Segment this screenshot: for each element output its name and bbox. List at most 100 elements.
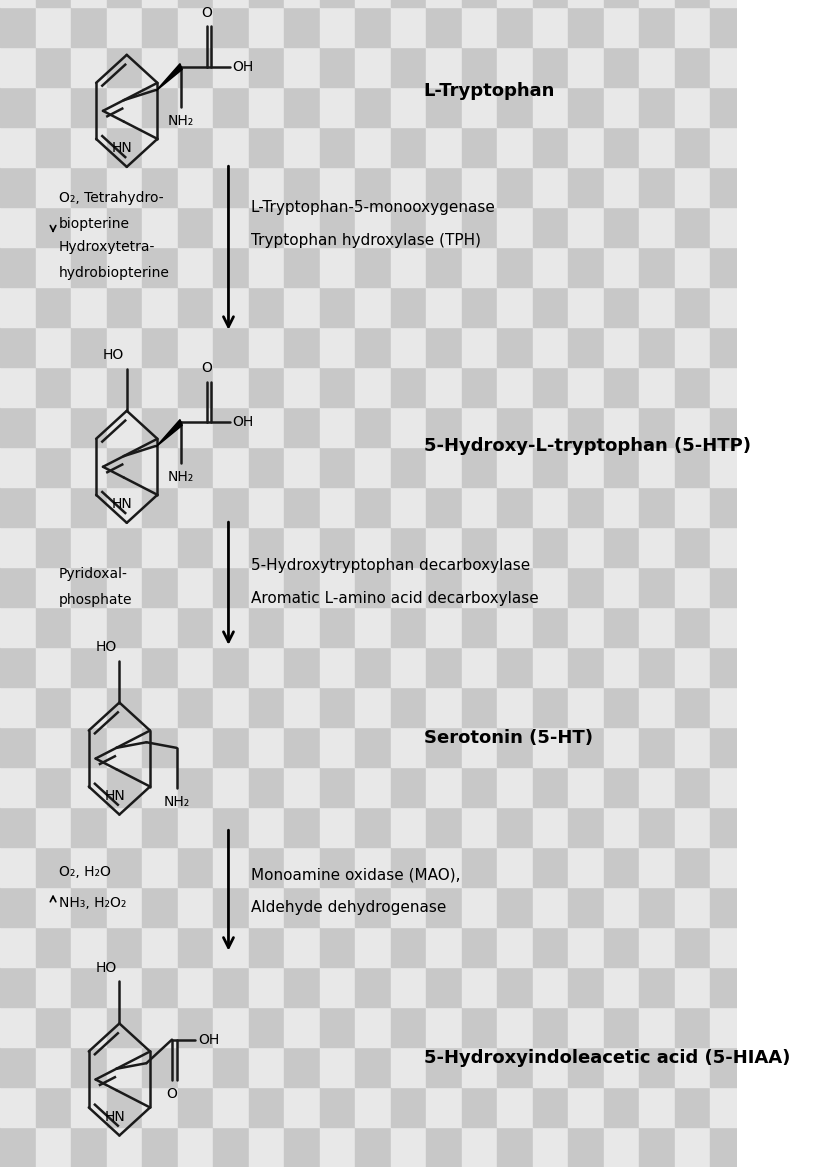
- Bar: [533, 847, 569, 887]
- Bar: [142, 88, 178, 127]
- Bar: [497, 7, 533, 47]
- Bar: [710, 767, 746, 808]
- Bar: [36, 487, 71, 527]
- Bar: [36, 167, 71, 207]
- Bar: [603, 1127, 639, 1167]
- Bar: [249, 1086, 284, 1127]
- Bar: [427, 887, 461, 927]
- Bar: [603, 207, 639, 247]
- Bar: [746, 847, 781, 887]
- Bar: [675, 808, 710, 847]
- Bar: [710, 727, 746, 767]
- Bar: [320, 808, 355, 847]
- Bar: [355, 407, 391, 447]
- Bar: [355, 7, 391, 47]
- Bar: [710, 1127, 746, 1167]
- Bar: [461, 88, 497, 127]
- Bar: [142, 927, 178, 967]
- Bar: [569, 487, 603, 527]
- Bar: [249, 808, 284, 847]
- Bar: [36, 767, 71, 808]
- Text: O: O: [167, 1086, 178, 1100]
- Bar: [391, 847, 427, 887]
- Bar: [391, 247, 427, 287]
- Bar: [284, 887, 320, 927]
- Bar: [284, 247, 320, 287]
- Bar: [427, 1047, 461, 1086]
- Bar: [533, 767, 569, 808]
- Bar: [106, 1007, 142, 1047]
- Bar: [603, 7, 639, 47]
- Bar: [746, 327, 781, 366]
- Bar: [106, 167, 142, 207]
- Bar: [71, 47, 106, 88]
- Bar: [355, 366, 391, 407]
- Bar: [569, 967, 603, 1007]
- Bar: [569, 1086, 603, 1127]
- Bar: [320, 1127, 355, 1167]
- Bar: [427, 366, 461, 407]
- Bar: [178, 607, 213, 647]
- Bar: [675, 1047, 710, 1086]
- Bar: [142, 847, 178, 887]
- Bar: [533, 647, 569, 687]
- Bar: [639, 366, 675, 407]
- Bar: [284, 88, 320, 127]
- Bar: [391, 967, 427, 1007]
- Bar: [320, 887, 355, 927]
- Bar: [603, 927, 639, 967]
- Bar: [213, 847, 249, 887]
- Bar: [675, 647, 710, 687]
- Bar: [355, 927, 391, 967]
- Bar: [0, 767, 36, 808]
- Bar: [320, 647, 355, 687]
- Bar: [142, 607, 178, 647]
- Bar: [461, 447, 497, 487]
- Bar: [461, 0, 497, 7]
- Bar: [461, 487, 497, 527]
- Text: Aldehyde dehydrogenase: Aldehyde dehydrogenase: [251, 901, 446, 915]
- Bar: [639, 247, 675, 287]
- Bar: [533, 407, 569, 447]
- Bar: [675, 1007, 710, 1047]
- Bar: [746, 487, 781, 527]
- Bar: [603, 327, 639, 366]
- Text: L-Tryptophan: L-Tryptophan: [424, 82, 555, 100]
- Text: O: O: [201, 362, 212, 376]
- Bar: [746, 47, 781, 88]
- Bar: [427, 727, 461, 767]
- Bar: [284, 167, 320, 207]
- Bar: [320, 927, 355, 967]
- Bar: [427, 287, 461, 327]
- Bar: [461, 687, 497, 727]
- Bar: [391, 808, 427, 847]
- Bar: [320, 1007, 355, 1047]
- Bar: [355, 887, 391, 927]
- Bar: [675, 167, 710, 207]
- Text: OH: OH: [198, 1033, 219, 1047]
- Bar: [178, 808, 213, 847]
- Bar: [533, 327, 569, 366]
- Bar: [533, 366, 569, 407]
- Bar: [249, 527, 284, 567]
- Bar: [142, 647, 178, 687]
- Bar: [639, 647, 675, 687]
- Bar: [533, 88, 569, 127]
- Bar: [355, 1047, 391, 1086]
- Bar: [106, 0, 142, 7]
- Bar: [213, 1127, 249, 1167]
- Bar: [710, 607, 746, 647]
- Bar: [710, 47, 746, 88]
- Bar: [213, 88, 249, 127]
- Bar: [497, 487, 533, 527]
- Text: Tryptophan hydroxylase (TPH): Tryptophan hydroxylase (TPH): [251, 233, 481, 247]
- Bar: [391, 487, 427, 527]
- Bar: [142, 1047, 178, 1086]
- Bar: [36, 847, 71, 887]
- Bar: [320, 767, 355, 808]
- Bar: [533, 727, 569, 767]
- Bar: [355, 207, 391, 247]
- Bar: [320, 127, 355, 167]
- Text: NH₂: NH₂: [168, 469, 194, 483]
- Bar: [106, 447, 142, 487]
